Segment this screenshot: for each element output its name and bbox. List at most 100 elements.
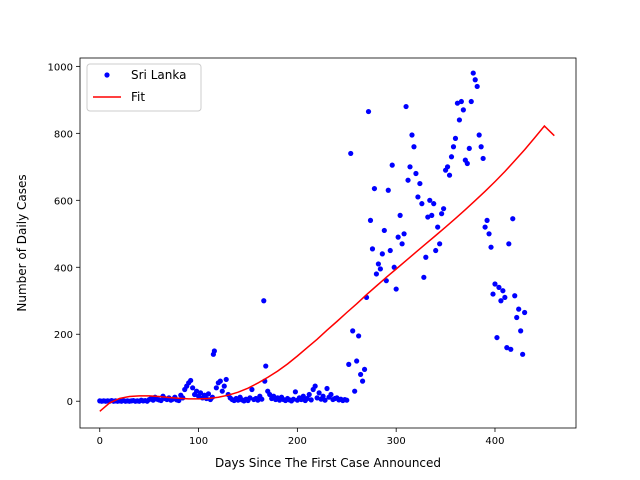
data-point-sri-lanka bbox=[454, 100, 461, 106]
data-point-sri-lanka bbox=[502, 294, 508, 301]
data-point-sri-lanka bbox=[472, 77, 478, 83]
data-point-sri-lanka bbox=[358, 371, 364, 378]
data-point-sri-lanka bbox=[405, 177, 411, 183]
data-point-sri-lanka bbox=[397, 212, 403, 218]
y-axis: 0 200 400 600 800 1000 bbox=[48, 62, 80, 408]
data-point-sri-lanka bbox=[371, 185, 378, 192]
data-point-sri-lanka bbox=[300, 393, 306, 399]
data-point-sri-lanka bbox=[259, 396, 265, 402]
data-point-sri-lanka bbox=[190, 385, 196, 391]
data-point-sri-lanka bbox=[460, 107, 466, 113]
data-point-sri-lanka bbox=[496, 284, 502, 290]
data-point-sri-lanka bbox=[381, 227, 387, 234]
data-point-sri-lanka bbox=[359, 378, 366, 384]
data-point-sri-lanka bbox=[221, 383, 227, 389]
y-tick-label: 600 bbox=[54, 196, 73, 207]
legend-box bbox=[86, 63, 202, 112]
data-point-sri-lanka bbox=[316, 390, 322, 396]
data-point-sri-lanka bbox=[486, 231, 492, 237]
data-point-sri-lanka bbox=[448, 154, 455, 160]
y-tick-label: 0 bbox=[67, 397, 73, 408]
data-point-sri-lanka bbox=[344, 397, 350, 403]
data-point-sri-lanka bbox=[431, 201, 437, 207]
x-tick-label: 0 bbox=[97, 436, 103, 447]
data-point-sri-lanka bbox=[377, 266, 383, 272]
data-point-sri-lanka bbox=[514, 314, 520, 321]
data-point-sri-lanka bbox=[395, 234, 401, 240]
data-point-sri-lanka bbox=[217, 378, 223, 384]
data-point-sri-lanka bbox=[508, 346, 514, 352]
data-point-sri-lanka bbox=[379, 251, 385, 257]
x-axis-label: Days Since The First Case Announced bbox=[215, 456, 441, 470]
y-tick-label: 800 bbox=[54, 129, 73, 140]
data-point-sri-lanka bbox=[492, 281, 498, 287]
data-point-sri-lanka bbox=[421, 274, 427, 280]
data-point-sri-lanka bbox=[399, 241, 405, 247]
x-tick-label: 400 bbox=[485, 436, 504, 447]
data-point-sri-lanka bbox=[308, 397, 314, 403]
data-point-sri-lanka bbox=[522, 309, 528, 316]
data-point-sri-lanka bbox=[444, 164, 451, 170]
data-point-sri-lanka bbox=[197, 390, 204, 396]
data-point-sri-lanka bbox=[385, 187, 391, 193]
data-point-sri-lanka bbox=[419, 201, 425, 207]
data-point-sri-lanka bbox=[365, 108, 372, 115]
data-point-sri-lanka bbox=[466, 145, 472, 152]
data-point-sri-lanka bbox=[290, 396, 297, 402]
plot-area bbox=[97, 70, 555, 412]
data-point-sri-lanka bbox=[482, 224, 488, 230]
data-point-sri-lanka bbox=[261, 298, 267, 304]
data-point-sri-lanka bbox=[314, 395, 320, 401]
legend-marker-sri-lanka bbox=[104, 72, 110, 78]
data-point-sri-lanka bbox=[328, 391, 334, 398]
data-point-sri-lanka bbox=[516, 306, 522, 312]
data-point-sri-lanka bbox=[387, 247, 393, 254]
y-tick-label: 200 bbox=[54, 330, 73, 341]
data-point-sri-lanka bbox=[354, 358, 360, 364]
data-point-sri-lanka bbox=[417, 180, 423, 187]
data-point-sri-lanka bbox=[176, 397, 182, 404]
data-point-sri-lanka bbox=[506, 241, 512, 247]
data-point-sri-lanka bbox=[361, 366, 368, 373]
data-point-sri-lanka bbox=[504, 345, 510, 351]
data-point-sri-lanka bbox=[403, 103, 409, 110]
data-point-sri-lanka bbox=[520, 351, 526, 357]
data-point-sri-lanka bbox=[350, 328, 356, 334]
data-point-sri-lanka bbox=[488, 244, 494, 250]
data-point-sri-lanka bbox=[490, 291, 496, 297]
data-point-sri-lanka bbox=[373, 271, 380, 277]
data-point-sri-lanka bbox=[267, 391, 273, 398]
legend: Sri Lanka Fit bbox=[86, 63, 202, 112]
data-point-sri-lanka bbox=[409, 132, 415, 138]
legend-label-fit: Fit bbox=[131, 90, 145, 104]
data-point-sri-lanka bbox=[429, 212, 435, 218]
data-point-sri-lanka bbox=[367, 217, 374, 223]
data-point-sri-lanka bbox=[433, 247, 439, 254]
data-point-sri-lanka bbox=[500, 288, 506, 294]
data-point-sri-lanka bbox=[322, 397, 328, 403]
data-point-sri-lanka bbox=[452, 135, 459, 141]
data-point-sri-lanka bbox=[219, 388, 225, 394]
data-point-sri-lanka bbox=[223, 376, 229, 383]
x-tick-label: 300 bbox=[387, 436, 406, 447]
data-point-sri-lanka bbox=[356, 333, 362, 339]
data-point-sri-lanka bbox=[389, 162, 395, 168]
data-point-sri-lanka bbox=[425, 214, 431, 220]
x-axis: 0 100 200 300 400 bbox=[97, 428, 505, 447]
data-point-sri-lanka bbox=[375, 261, 381, 267]
data-point-sri-lanka bbox=[393, 286, 399, 292]
data-point-sri-lanka bbox=[435, 224, 441, 230]
data-point-sri-lanka bbox=[427, 197, 433, 203]
data-point-sri-lanka bbox=[480, 155, 486, 162]
data-point-sri-lanka bbox=[411, 144, 417, 150]
data-point-sri-lanka bbox=[346, 361, 352, 367]
data-point-sri-lanka bbox=[498, 298, 504, 304]
data-point-sri-lanka bbox=[292, 389, 298, 395]
data-point-sri-lanka bbox=[312, 383, 318, 389]
data-point-sri-lanka bbox=[369, 246, 376, 252]
data-point-sri-lanka bbox=[439, 211, 445, 217]
data-point-sri-lanka bbox=[263, 363, 269, 369]
data-point-sri-lanka bbox=[158, 397, 164, 404]
data-point-sri-lanka bbox=[401, 231, 407, 237]
